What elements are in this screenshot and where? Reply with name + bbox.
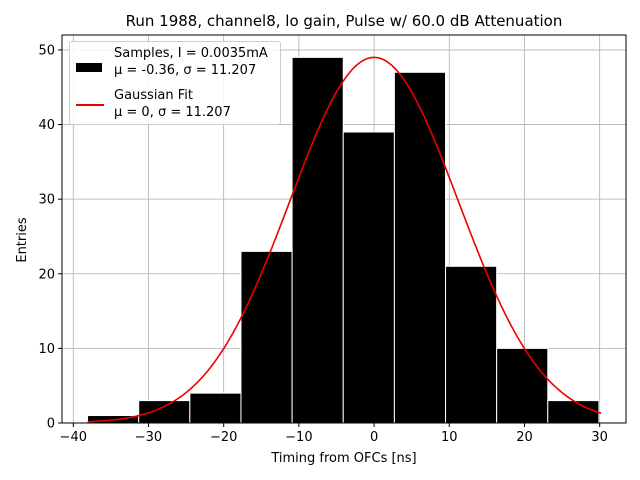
- x-axis-label: Timing from OFCs [ns]: [270, 451, 416, 466]
- legend: Samples, I = 0.0035mA μ = -0.36, σ = 11.…: [69, 41, 281, 125]
- histogram-bar: [445, 265, 498, 424]
- x-tick-label: −30: [135, 430, 162, 445]
- histogram-bar: [547, 400, 600, 424]
- axes: [58, 34, 627, 427]
- x-tick-label: −10: [285, 430, 312, 445]
- histogram-bar: [393, 71, 447, 424]
- x-tick-label: 0: [370, 430, 378, 445]
- histogram-bar: [189, 392, 242, 424]
- legend-samples-line2: μ = -0.36, σ = 11.207: [114, 63, 257, 78]
- gaussian-fit: [87, 56, 602, 423]
- legend-fit-line2: μ = 0, σ = 11.207: [114, 105, 231, 120]
- histogram-bars: [87, 56, 600, 424]
- chart-title: Run 1988, channel8, lo gain, Pulse w/ 60…: [126, 12, 563, 30]
- histogram-bar: [291, 56, 344, 424]
- y-tick-label: 30: [38, 193, 55, 208]
- y-axis-label: Entries: [15, 217, 30, 263]
- legend-label-fit: Gaussian Fit μ = 0, σ = 11.207: [114, 87, 231, 121]
- y-tick-label: 20: [38, 267, 55, 282]
- x-tick-label: 30: [591, 430, 608, 445]
- x-tick-label: −20: [210, 430, 237, 445]
- y-tick-label: 0: [47, 417, 55, 432]
- histogram-bar: [240, 250, 293, 424]
- legend-fit-line1: Gaussian Fit: [114, 88, 194, 103]
- y-tick-label: 40: [38, 118, 55, 133]
- histogram-bar: [342, 131, 395, 424]
- histogram-bar: [138, 400, 191, 424]
- x-tick-label: −40: [60, 430, 87, 445]
- tick-labels: −40 −30 −20 −10 0 10 20 30 0 10 20 30 40 50: [38, 43, 608, 445]
- gaussian-fit-line: [87, 56, 602, 423]
- x-tick-label: 10: [441, 430, 458, 445]
- legend-swatch-samples: [76, 63, 102, 72]
- x-tick-label: 20: [516, 430, 533, 445]
- legend-swatch-fit: [76, 104, 104, 106]
- legend-label-samples: Samples, I = 0.0035mA μ = -0.36, σ = 11.…: [114, 45, 268, 79]
- y-tick-label: 50: [38, 43, 55, 58]
- y-tick-label: 10: [38, 342, 55, 357]
- plot-frame: [61, 34, 627, 424]
- histogram-bar: [496, 347, 549, 424]
- legend-samples-line1: Samples, I = 0.0035mA: [114, 46, 268, 61]
